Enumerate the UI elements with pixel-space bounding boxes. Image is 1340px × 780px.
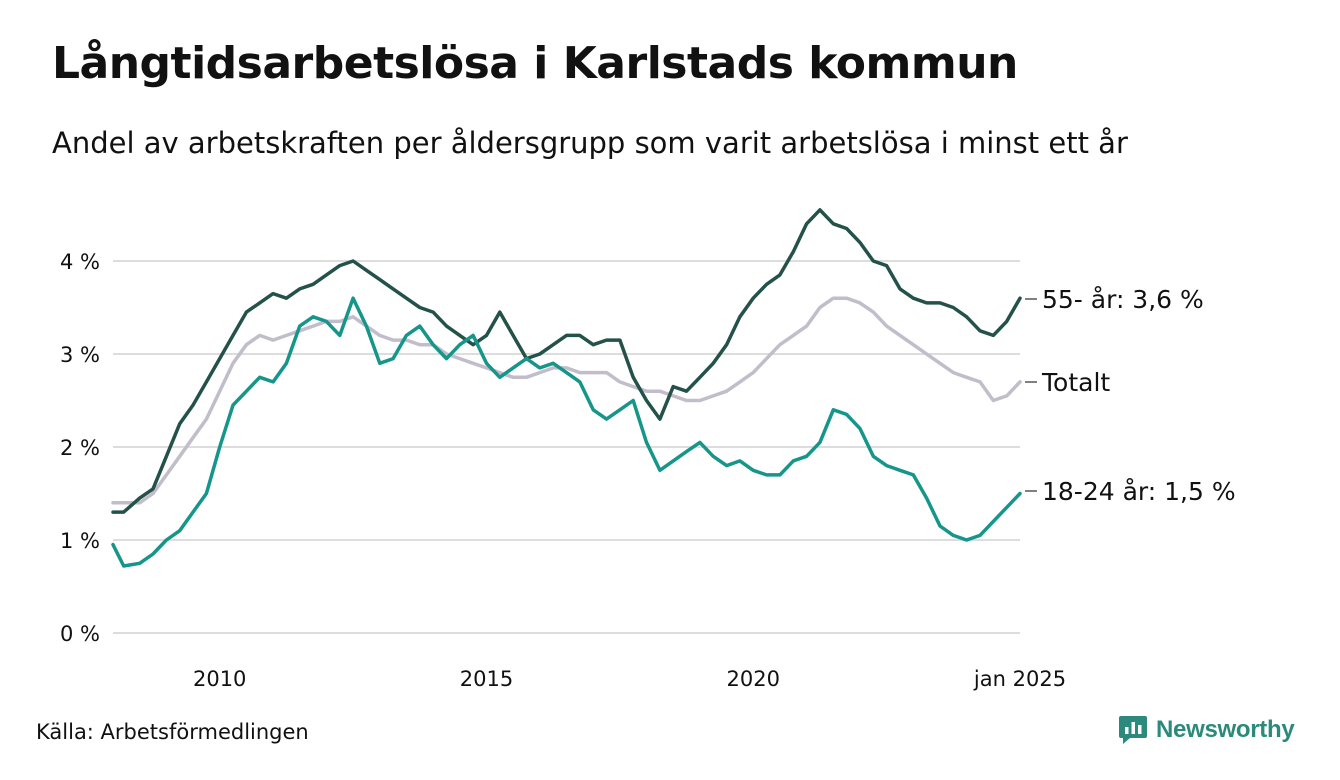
x-tick-label: 2015: [460, 667, 513, 691]
brand-name: Newsworthy: [1156, 716, 1295, 743]
x-tick-label: 2020: [727, 667, 780, 691]
source-note: Källa: Arbetsförmedlingen: [36, 720, 309, 744]
y-tick-label: 3 %: [60, 343, 100, 367]
y-tick-label: 0 %: [60, 622, 100, 646]
series-end-label: 18-24 år: 1,5 %: [1042, 477, 1236, 506]
chart-title: Långtidsarbetslösa i Karlstads kommun: [52, 38, 1018, 89]
x-tick-label: jan 2025: [973, 667, 1066, 691]
series-line: [111, 208, 1022, 514]
y-tick-label: 4 %: [60, 250, 100, 274]
series-line: [111, 296, 1022, 505]
newsworthy-logo-icon: [1119, 716, 1147, 744]
chart-subtitle: Andel av arbetskraften per åldersgrupp s…: [52, 126, 1128, 160]
series-end-label: Totalt: [1041, 368, 1110, 397]
series-end-label: 55- år: 3,6 %: [1042, 285, 1204, 314]
series-line: [111, 296, 1022, 568]
brand-logo: Newsworthy: [1118, 714, 1295, 746]
x-tick-label: 2010: [193, 667, 246, 691]
y-tick-label: 2 %: [60, 436, 100, 460]
y-tick-label: 1 %: [60, 529, 100, 553]
